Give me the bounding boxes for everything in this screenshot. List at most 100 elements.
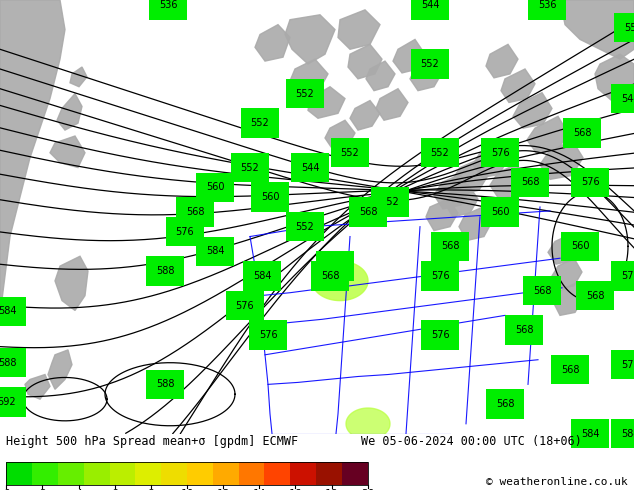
Bar — [84, 462, 110, 486]
Text: 6: 6 — [112, 489, 118, 490]
Text: 560: 560 — [326, 261, 344, 271]
Polygon shape — [393, 39, 425, 73]
Text: 55: 55 — [624, 23, 634, 33]
Text: 544: 544 — [301, 163, 320, 172]
Text: 568: 568 — [573, 128, 592, 138]
Text: 560: 560 — [206, 182, 224, 192]
Bar — [316, 462, 342, 486]
Text: 2: 2 — [39, 489, 46, 490]
Polygon shape — [560, 0, 634, 59]
Text: 544: 544 — [621, 94, 634, 103]
Text: 552: 552 — [340, 148, 359, 158]
Text: 584: 584 — [581, 429, 599, 439]
Text: 8: 8 — [148, 489, 154, 490]
Polygon shape — [376, 89, 408, 120]
Text: 16: 16 — [288, 489, 302, 490]
Text: 552: 552 — [250, 118, 269, 128]
Text: 568: 568 — [586, 291, 604, 301]
Text: 568: 568 — [521, 177, 540, 187]
Polygon shape — [490, 165, 526, 199]
Bar — [136, 462, 161, 486]
Polygon shape — [48, 350, 72, 389]
Text: 10: 10 — [180, 489, 194, 490]
Text: 588: 588 — [0, 358, 16, 368]
Text: 568: 568 — [496, 399, 514, 409]
Polygon shape — [70, 67, 87, 87]
Polygon shape — [452, 160, 488, 194]
Bar — [264, 462, 290, 486]
Bar — [290, 462, 316, 486]
Text: 584: 584 — [206, 246, 224, 256]
Polygon shape — [434, 174, 470, 209]
Text: 576: 576 — [430, 271, 450, 281]
Polygon shape — [0, 0, 65, 316]
Bar — [187, 462, 213, 486]
Text: 588: 588 — [156, 379, 174, 390]
Polygon shape — [57, 94, 82, 130]
Text: We 05-06-2024 00:00 UTC (18+06): We 05-06-2024 00:00 UTC (18+06) — [361, 435, 582, 448]
Polygon shape — [348, 45, 382, 79]
Text: 576: 576 — [259, 330, 277, 340]
Polygon shape — [55, 256, 88, 311]
Text: 568: 568 — [560, 365, 579, 374]
Polygon shape — [540, 140, 583, 179]
Polygon shape — [445, 184, 478, 217]
Polygon shape — [486, 45, 518, 78]
Text: 560: 560 — [491, 207, 509, 217]
Text: 568: 568 — [515, 325, 533, 335]
Text: 536: 536 — [538, 0, 556, 10]
Polygon shape — [312, 261, 368, 300]
Text: 552: 552 — [241, 163, 259, 172]
Polygon shape — [513, 93, 552, 128]
Polygon shape — [366, 61, 395, 91]
Polygon shape — [426, 199, 458, 231]
Text: 552: 552 — [420, 59, 439, 69]
Text: Height 500 hPa Spread mean+σ [gpdm] ECMWF: Height 500 hPa Spread mean+σ [gpdm] ECMW… — [6, 435, 299, 448]
Text: 0: 0 — [3, 489, 10, 490]
Text: 568: 568 — [359, 207, 377, 217]
Polygon shape — [553, 283, 584, 316]
Bar — [238, 462, 264, 486]
Text: 592: 592 — [0, 397, 16, 407]
Text: © weatheronline.co.uk: © weatheronline.co.uk — [486, 477, 628, 487]
Polygon shape — [50, 136, 85, 168]
Bar — [6, 462, 368, 486]
Text: 576: 576 — [621, 271, 634, 281]
Text: 560: 560 — [261, 192, 279, 202]
Text: 552: 552 — [380, 197, 399, 207]
Polygon shape — [255, 24, 290, 61]
Polygon shape — [527, 116, 568, 154]
Text: 568: 568 — [441, 242, 459, 251]
Polygon shape — [325, 120, 355, 150]
Text: 20: 20 — [361, 489, 375, 490]
Text: 544: 544 — [421, 0, 439, 10]
Bar — [58, 462, 84, 486]
Polygon shape — [501, 69, 535, 102]
Text: 576: 576 — [491, 148, 509, 158]
Polygon shape — [410, 59, 442, 91]
Text: 552: 552 — [295, 89, 314, 98]
Bar — [32, 462, 58, 486]
Polygon shape — [459, 207, 492, 241]
Text: 576: 576 — [581, 177, 599, 187]
Bar — [342, 462, 368, 486]
Bar — [161, 462, 187, 486]
Bar — [6, 462, 32, 486]
Polygon shape — [285, 15, 335, 64]
Text: 588: 588 — [156, 266, 174, 276]
Polygon shape — [473, 145, 508, 177]
Polygon shape — [308, 87, 345, 118]
Polygon shape — [338, 10, 380, 49]
Text: 536: 536 — [158, 0, 178, 10]
Polygon shape — [25, 374, 50, 399]
Polygon shape — [346, 408, 390, 440]
Text: 576: 576 — [430, 330, 450, 340]
Polygon shape — [595, 54, 634, 103]
Text: 12: 12 — [216, 489, 230, 490]
Text: 576: 576 — [621, 360, 634, 369]
Text: 568: 568 — [533, 286, 551, 296]
Text: 568: 568 — [321, 271, 339, 281]
Polygon shape — [548, 235, 578, 264]
Bar — [110, 462, 136, 486]
Text: 552: 552 — [295, 221, 314, 232]
